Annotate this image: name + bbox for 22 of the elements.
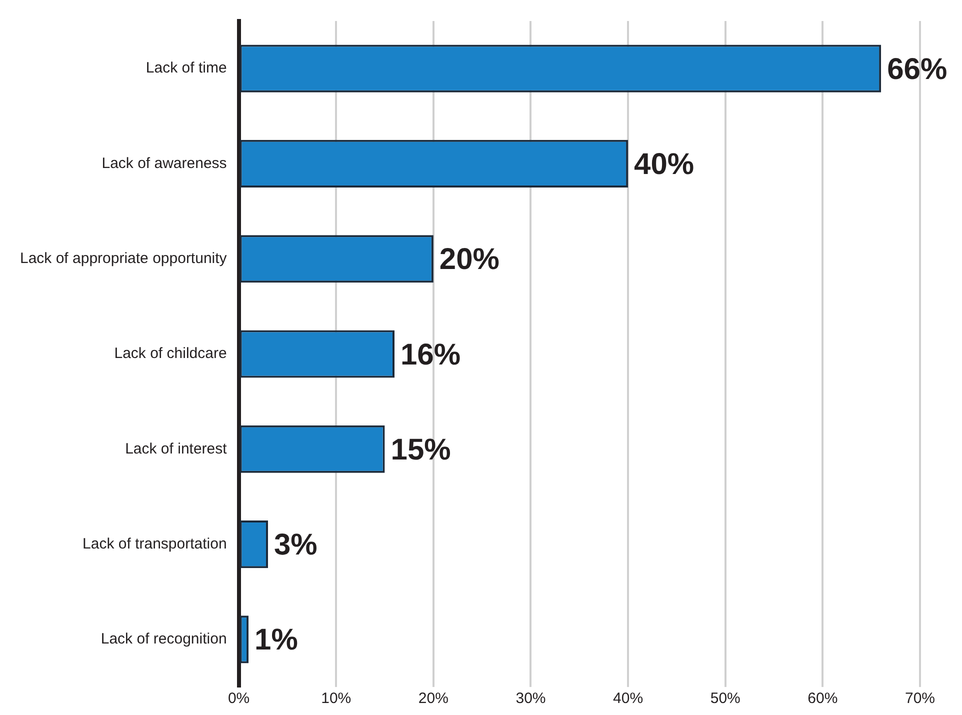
data-label: 66% xyxy=(887,52,948,86)
data-label: 16% xyxy=(400,338,461,372)
data-label: 15% xyxy=(390,433,451,466)
x-tick-label: 60% xyxy=(808,690,838,708)
x-tick-label: 70% xyxy=(904,690,936,708)
x-tick-label: 0% xyxy=(228,690,250,708)
y-tick-label: Lack of time xyxy=(146,60,227,77)
y-tick-label: Lack of appropriate opportunity xyxy=(20,250,228,267)
x-tick-label: 40% xyxy=(613,690,644,708)
data-label: 20% xyxy=(439,243,500,276)
y-tick-label: Lack of recognition xyxy=(100,630,227,648)
x-tick-label: 50% xyxy=(710,690,740,708)
data-label: 1% xyxy=(254,624,298,657)
x-tick-label: 10% xyxy=(321,690,352,708)
data-label: 3% xyxy=(274,528,318,562)
y-tick-label: Lack of awareness xyxy=(102,154,227,172)
y-tick-label: Lack of interest xyxy=(125,440,228,458)
y-tick-label: Lack of transportation xyxy=(82,535,227,552)
x-tick-label: 30% xyxy=(516,690,546,708)
y-tick-label: Lack of childcare xyxy=(114,345,227,362)
x-tick-label: 20% xyxy=(418,690,448,708)
data-label: 40% xyxy=(634,148,694,181)
